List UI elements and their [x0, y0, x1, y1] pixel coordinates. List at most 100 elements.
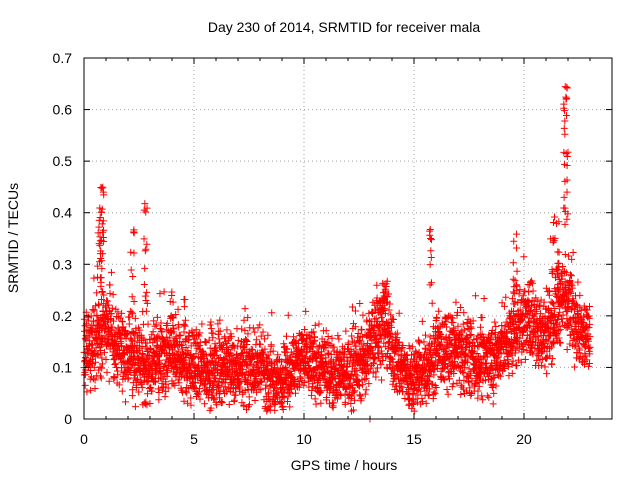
- data-point: [329, 402, 337, 410]
- data-point: [370, 355, 378, 363]
- data-point: [193, 389, 201, 397]
- data-point: [118, 309, 126, 317]
- data-point: [269, 378, 277, 386]
- data-point: [240, 401, 248, 409]
- data-point: [261, 345, 269, 353]
- data-point: [374, 349, 382, 357]
- data-point: [390, 316, 398, 324]
- data-point: [109, 291, 117, 299]
- data-point: [162, 380, 170, 388]
- data-point: [91, 385, 99, 393]
- data-point: [354, 337, 362, 345]
- data-point: [107, 310, 115, 318]
- data-point: [265, 389, 273, 397]
- data-point: [225, 345, 233, 353]
- data-point: [280, 394, 288, 402]
- data-point: [267, 381, 275, 389]
- y-tick-label: 0.2: [53, 308, 73, 324]
- scatter-series: [80, 83, 594, 423]
- data-point: [125, 320, 133, 328]
- data-point: [114, 371, 122, 379]
- data-point: [175, 331, 183, 339]
- data-point: [302, 307, 310, 315]
- data-point: [247, 345, 255, 353]
- data-point: [305, 344, 313, 352]
- data-point: [366, 328, 374, 336]
- data-point: [146, 383, 154, 391]
- data-point: [378, 376, 386, 384]
- data-point: [91, 376, 99, 384]
- data-point: [385, 329, 393, 337]
- data-point: [192, 326, 200, 334]
- data-point: [212, 347, 220, 355]
- data-point: [234, 336, 242, 344]
- data-point: [223, 326, 231, 334]
- data-point: [271, 384, 279, 392]
- data-point: [114, 308, 122, 316]
- data-point: [242, 337, 250, 345]
- data-point: [137, 380, 145, 388]
- data-point: [218, 398, 226, 406]
- data-point: [90, 307, 98, 315]
- data-point: [374, 323, 382, 331]
- data-point: [334, 332, 342, 340]
- data-point: [260, 350, 268, 358]
- x-tick-label: 10: [296, 431, 312, 447]
- data-point: [135, 388, 143, 396]
- data-point: [142, 398, 150, 406]
- y-tick-label: 0.4: [53, 205, 73, 221]
- data-point: [363, 360, 371, 368]
- data-point: [129, 386, 137, 394]
- x-tick-label: 0: [80, 431, 88, 447]
- data-point: [350, 388, 358, 396]
- data-point: [194, 363, 202, 371]
- data-point: [261, 335, 269, 343]
- data-point: [81, 381, 89, 389]
- data-point: [123, 330, 131, 338]
- data-point: [92, 302, 100, 310]
- data-point: [341, 398, 349, 406]
- data-point: [100, 291, 108, 299]
- data-point: [169, 380, 177, 388]
- data-point: [225, 401, 233, 409]
- data-point: [174, 347, 182, 355]
- data-point: [147, 384, 155, 392]
- data-point: [351, 396, 359, 404]
- data-point: [238, 350, 246, 358]
- data-point: [115, 381, 123, 389]
- data-point: [378, 314, 386, 322]
- data-point: [170, 328, 178, 336]
- data-point: [206, 321, 214, 329]
- data-point: [131, 314, 139, 322]
- data-point: [192, 350, 200, 358]
- data-point: [138, 384, 146, 392]
- data-point: [348, 332, 356, 340]
- data-point: [94, 339, 102, 347]
- data-point: [324, 333, 332, 341]
- data-point: [377, 335, 385, 343]
- data-point: [356, 382, 364, 390]
- data-point: [274, 351, 282, 359]
- data-point: [160, 288, 168, 296]
- data-point: [377, 331, 385, 339]
- data-point: [149, 339, 157, 347]
- data-point: [196, 395, 204, 403]
- data-point: [283, 352, 291, 360]
- data-point: [269, 347, 277, 355]
- data-point: [105, 377, 113, 385]
- data-point: [215, 358, 223, 366]
- data-point: [214, 384, 222, 392]
- data-point: [205, 336, 213, 344]
- data-point: [191, 378, 199, 386]
- data-point: [311, 395, 319, 403]
- data-point: [159, 334, 167, 342]
- data-point: [134, 376, 142, 384]
- data-point: [323, 339, 331, 347]
- data-point: [226, 334, 234, 342]
- data-point: [390, 374, 398, 382]
- data-point: [376, 330, 384, 338]
- data-point: [101, 312, 109, 320]
- data-point: [89, 375, 97, 383]
- data-point: [208, 387, 216, 395]
- data-point: [359, 311, 367, 319]
